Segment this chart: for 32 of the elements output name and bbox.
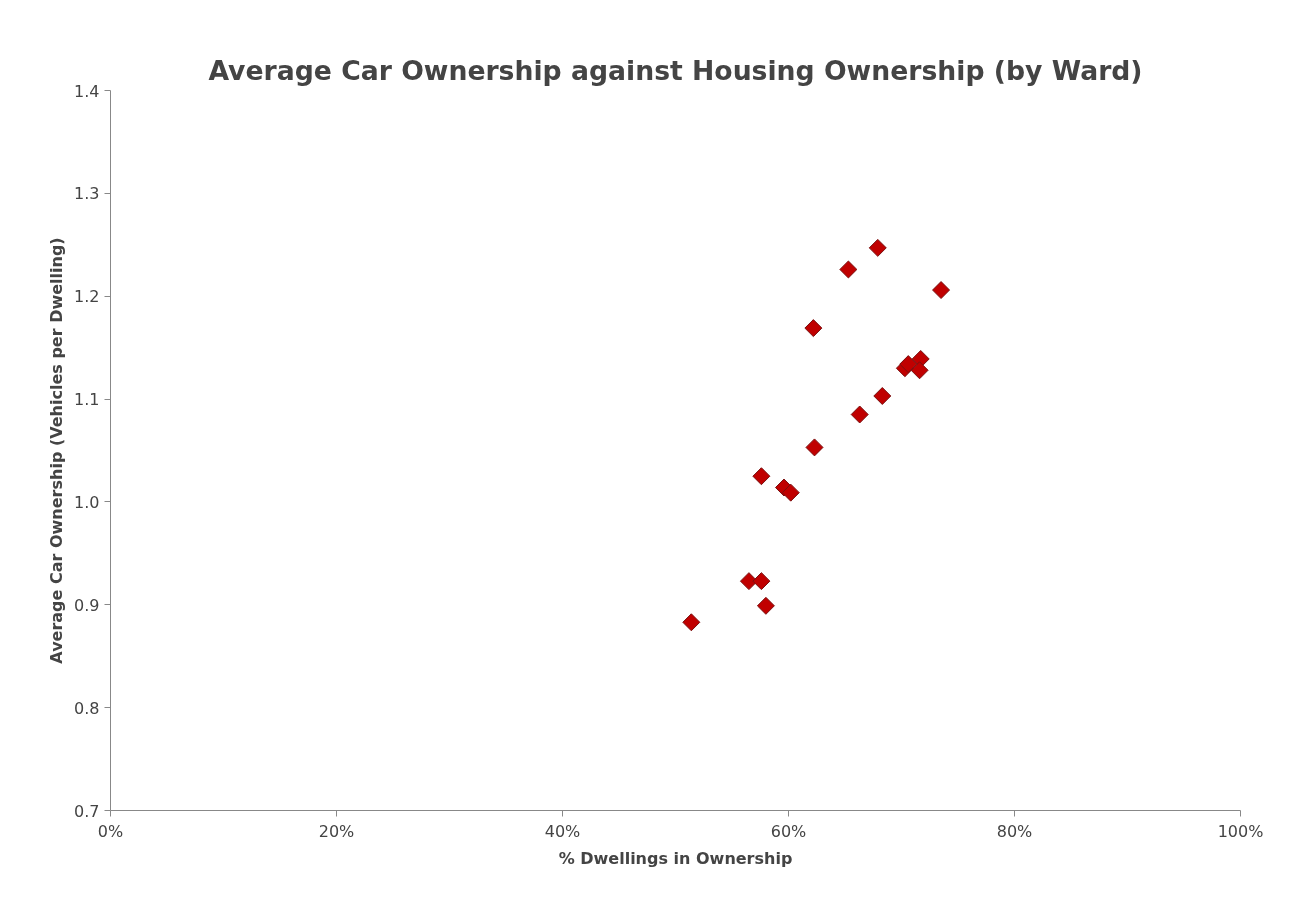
point [850, 405, 869, 424]
point [739, 572, 758, 591]
y-tick-label: 1.2 [74, 287, 100, 307]
x-tick-label: 80% [996, 821, 1033, 841]
point [752, 467, 771, 486]
point [932, 281, 951, 300]
y-tick-label: 0.8 [74, 698, 100, 718]
x-tick-label: 0% [97, 821, 124, 841]
point [804, 319, 823, 338]
x-tick-label: 40% [544, 821, 581, 841]
point [873, 387, 892, 405]
point [682, 613, 701, 632]
x-axis-title: % Dwellings in Ownership [558, 848, 793, 868]
x-tick-label: 20% [318, 821, 355, 841]
point [756, 596, 775, 615]
point [868, 238, 887, 257]
point [781, 483, 800, 502]
point [752, 572, 771, 591]
y-tick-label: 1.3 [74, 184, 100, 204]
x-tick-label: 100% [1217, 821, 1264, 841]
point [805, 438, 824, 457]
point [899, 355, 918, 374]
y-tick-label: 1.4 [74, 81, 100, 101]
y-axis-title: Average Car Ownership (Vehicles per Dwelling) [47, 237, 67, 664]
x-tick-label: 60% [770, 821, 807, 841]
chart-title: Average Car Ownership against Housing Ownership (by Ward) [208, 54, 1143, 86]
y-tick-label: 0.9 [74, 595, 100, 615]
y-tick-label: 1.0 [74, 492, 100, 512]
point [839, 260, 858, 279]
point [910, 361, 929, 380]
y-tick-label: 0.7 [74, 801, 100, 821]
y-tick-label: 1.1 [74, 390, 100, 410]
